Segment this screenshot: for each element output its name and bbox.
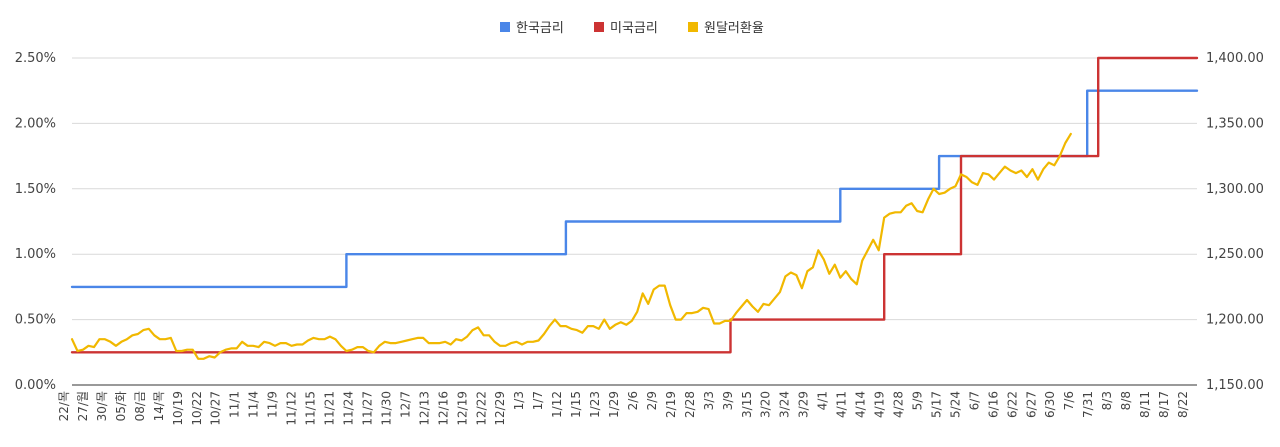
x-axis-tick-label: 12/7 [398, 391, 412, 418]
x-axis-tick-label: 8/11 [1138, 391, 1152, 418]
right-axis-tick-label: 1,400.00 [1206, 51, 1264, 66]
left-axis-tick-label: 0.50% [15, 313, 56, 328]
right-axis-tick-label: 1,200.00 [1206, 313, 1264, 328]
x-axis-tick-label: 3/9 [721, 391, 735, 410]
x-axis-tick-label: 6/7 [967, 391, 981, 410]
right-axis-tick-label: 1,250.00 [1206, 247, 1264, 262]
x-axis-tick-label: 1/7 [531, 391, 545, 410]
x-axis-tick-label: 30/목 [95, 391, 109, 421]
x-axis-tick-label: 8/22 [1176, 391, 1190, 418]
right-axis-tick-label: 1,150.00 [1206, 378, 1264, 393]
x-axis-tick-label: 6/27 [1024, 391, 1038, 418]
right-axis-tick-label: 1,350.00 [1206, 116, 1264, 131]
gridlines [72, 57, 1197, 386]
x-axis-tick-label: 11/30 [379, 391, 393, 426]
x-axis-tick-label: 3/29 [797, 391, 811, 418]
x-axis-tick-label: 1/15 [569, 391, 583, 418]
series-line-0 [70, 89, 1199, 289]
x-axis-tick-label: 3/24 [778, 391, 792, 418]
x-axis-tick-label: 12/22 [474, 391, 488, 426]
legend-label-2: 원달러환율 [704, 21, 764, 36]
x-axis-tick-label: 3/3 [702, 391, 716, 410]
left-axis-tick-label: 1.00% [15, 247, 56, 262]
x-axis-tick-label: 11/12 [285, 391, 299, 426]
x-axis-tick-label: 4/28 [892, 391, 906, 418]
x-axis-tick-label: 12/19 [455, 391, 469, 426]
legend-swatch-2 [688, 22, 698, 32]
x-axis-tick-label: 4/14 [854, 391, 868, 418]
x-axis-tick-label: 11/24 [341, 391, 355, 426]
x-axis-tick-label: 10/19 [171, 391, 185, 426]
x-axis-tick-label: 5/9 [910, 391, 924, 410]
left-axis-tick-label: 0.00% [15, 378, 56, 393]
left-axis-tick-label: 2.50% [15, 51, 56, 66]
x-axis-tick-label: 2/9 [645, 391, 659, 410]
x-axis-tick-label: 11/15 [304, 391, 318, 426]
x-axis-tick-label: 11/9 [266, 391, 280, 418]
x-axis-tick-label: 4/11 [835, 391, 849, 418]
series-line-1 [70, 56, 1199, 354]
x-axis: 22/목 27/월 30/목 05/화 08/금 14/목 10/19 10/22 10/27 1… [57, 391, 1190, 426]
x-axis-tick-label: 12/29 [493, 391, 507, 426]
left-axis: 0.00% 0.50% 1.00% 1.50% 2.00% 2.50% [15, 51, 56, 393]
x-axis-tick-label: 6/30 [1043, 391, 1057, 418]
legend: 한국금리 미국금리 원달러환율 [500, 21, 764, 36]
right-axis: 1,150.00 1,200.00 1,250.00 1,300.00 1,350.00… [1206, 51, 1264, 393]
x-axis-tick-label: 5/24 [948, 391, 962, 418]
x-axis-tick-label: 12/16 [436, 391, 450, 426]
x-axis-tick-label: 6/16 [986, 391, 1000, 418]
x-axis-tick-label: 2/6 [626, 391, 640, 410]
series-line-2 [70, 132, 1072, 360]
x-axis-tick-label: 1/3 [512, 391, 526, 410]
right-axis-tick-label: 1,300.00 [1206, 182, 1264, 197]
x-axis-tick-label: 4/1 [816, 391, 830, 410]
x-axis-tick-label: 10/27 [209, 391, 223, 426]
x-axis-tick-label: 3/20 [759, 391, 773, 418]
x-axis-tick-label: 05/화 [114, 391, 128, 421]
x-axis-tick-label: 8/17 [1157, 391, 1171, 418]
x-axis-tick-label: 14/목 [152, 391, 166, 421]
x-axis-tick-label: 2/19 [664, 391, 678, 418]
series-group [70, 56, 1199, 360]
left-axis-tick-label: 2.00% [15, 116, 56, 131]
legend-swatch-0 [500, 22, 510, 32]
x-axis-tick-label: 6/22 [1005, 391, 1019, 418]
x-axis-tick-label: 11/27 [360, 391, 374, 426]
x-axis-tick-label: 1/12 [550, 391, 564, 418]
x-axis-tick-label: 22/목 [57, 391, 71, 421]
x-axis-tick-label: 12/13 [417, 391, 431, 426]
x-axis-tick-label: 5/17 [929, 391, 943, 418]
x-axis-tick-label: 10/22 [190, 391, 204, 426]
x-axis-tick-label: 11/21 [323, 391, 337, 426]
legend-label-0: 한국금리 [516, 21, 564, 36]
legend-swatch-1 [594, 22, 604, 32]
x-axis-tick-label: 3/15 [740, 391, 754, 418]
x-axis-tick-label: 8/3 [1100, 391, 1114, 410]
legend-label-1: 미국금리 [610, 21, 658, 36]
x-axis-tick-label: 2/28 [683, 391, 697, 418]
left-axis-tick-label: 1.50% [15, 182, 56, 197]
x-axis-tick-label: 11/4 [247, 391, 261, 418]
x-axis-tick-label: 8/8 [1119, 391, 1133, 410]
x-axis-tick-label: 08/금 [133, 391, 147, 421]
x-axis-tick-label: 1/23 [588, 391, 602, 418]
x-axis-tick-label: 11/1 [228, 391, 242, 418]
x-axis-tick-label: 1/29 [607, 391, 621, 418]
x-axis-tick-label: 4/19 [873, 391, 887, 418]
x-axis-tick-label: 7/6 [1062, 391, 1076, 410]
x-axis-tick-label: 7/31 [1081, 391, 1095, 418]
x-axis-tick-label: 27/월 [76, 391, 90, 421]
